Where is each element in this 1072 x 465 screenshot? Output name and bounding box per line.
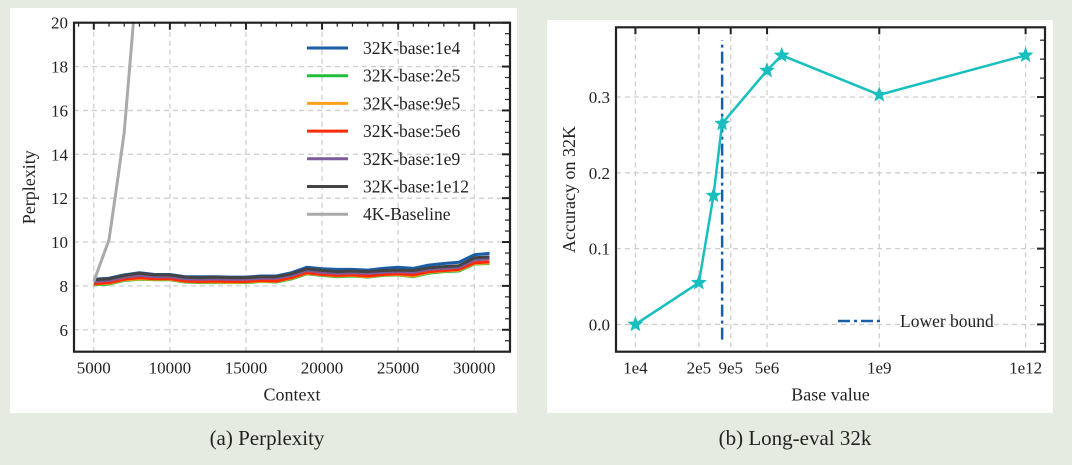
series-line-32k-base-1e12 bbox=[93, 255, 490, 282]
legend-label: 32K-base:1e12 bbox=[363, 177, 469, 197]
y-tick-label: 20 bbox=[51, 14, 68, 33]
series-line-accuracy bbox=[634, 54, 1026, 326]
x-tick-label: 25000 bbox=[377, 359, 420, 378]
x-tick-label: 5000 bbox=[77, 359, 111, 378]
series-line-4k-baseline bbox=[92, 22, 135, 283]
y-tick-label: 0.3 bbox=[589, 88, 610, 107]
y-axis-label: Perplexity bbox=[19, 150, 39, 224]
legend-label: 32K-base:1e9 bbox=[363, 149, 460, 169]
y-tick-label: 8 bbox=[60, 277, 69, 296]
legend-label: 4K-Baseline bbox=[363, 204, 451, 224]
y-tick-label: 0.0 bbox=[589, 315, 610, 334]
x-axis-label: Base value bbox=[791, 385, 869, 405]
axes-frame bbox=[72, 21, 512, 353]
y-tick-label: 6 bbox=[60, 321, 69, 340]
star-marker bbox=[627, 316, 644, 332]
y-tick-label: 0.2 bbox=[589, 164, 610, 183]
caption-b: (b) Long-eval 32k bbox=[718, 426, 872, 450]
star-marker bbox=[705, 187, 722, 203]
x-tick-label: 15000 bbox=[225, 359, 268, 378]
star-marker bbox=[1017, 46, 1034, 63]
star-marker bbox=[690, 274, 707, 290]
y-tick-label: 10 bbox=[51, 233, 68, 252]
x-tick-label: 1e12 bbox=[1009, 359, 1042, 378]
x-tick-label: 5e6 bbox=[755, 359, 780, 378]
x-tick-label: 1e4 bbox=[623, 359, 648, 378]
y-axis-label: Accuracy on 32K bbox=[559, 126, 579, 253]
legend-label: 32K-base:2e5 bbox=[363, 66, 460, 86]
star-marker bbox=[773, 46, 790, 63]
y-tick-label: 14 bbox=[51, 145, 69, 164]
legend-label-lower-bound: Lower bound bbox=[900, 311, 994, 331]
y-tick-label: 18 bbox=[51, 58, 68, 77]
perplexity-panel: 5000 10000 15000 20000 25000 30000 6 8 10 12 14 16 1… bbox=[10, 8, 517, 413]
plot-area bbox=[92, 22, 490, 287]
x-tick-label: 20000 bbox=[301, 359, 344, 378]
y-tick-label: 16 bbox=[51, 101, 68, 120]
star-marker bbox=[759, 62, 776, 78]
long-eval-chart: 1e4 2e5 9e5 5e6 1e9 1e12 0.0 0.1 0.2 0.3 Base valu… bbox=[559, 26, 1047, 405]
star-marker bbox=[714, 115, 731, 131]
y-tick-label: 12 bbox=[51, 189, 68, 208]
x-tick-label: 10000 bbox=[149, 359, 192, 378]
plot-area bbox=[634, 40, 1026, 340]
legend-label: 32K-base:9e5 bbox=[363, 93, 460, 113]
series-line-32k-base-5e6 bbox=[93, 260, 490, 286]
legend-label: 32K-base:5e6 bbox=[363, 121, 460, 141]
caption-a: (a) Perplexity bbox=[209, 426, 325, 450]
y-tick-label: 0.1 bbox=[589, 240, 610, 259]
long-eval-panel: 1e4 2e5 9e5 5e6 1e9 1e12 0.0 0.1 0.2 0.3 Base valu… bbox=[547, 20, 1053, 413]
series-line-32k-base-1e9 bbox=[93, 257, 490, 283]
x-tick-label: 30000 bbox=[453, 359, 496, 378]
x-axis-label: Context bbox=[264, 385, 321, 405]
perplexity-chart: 5000 10000 15000 20000 25000 30000 6 8 10 12 14 16 1… bbox=[19, 14, 512, 405]
axes-frame bbox=[614, 26, 1047, 353]
x-tick-label: 2e5 bbox=[687, 359, 712, 378]
x-tick-label: 9e5 bbox=[718, 359, 743, 378]
legend-label: 32K-base:1e4 bbox=[363, 38, 460, 58]
x-tick-label: 1e9 bbox=[867, 359, 892, 378]
star-marker bbox=[871, 86, 888, 102]
